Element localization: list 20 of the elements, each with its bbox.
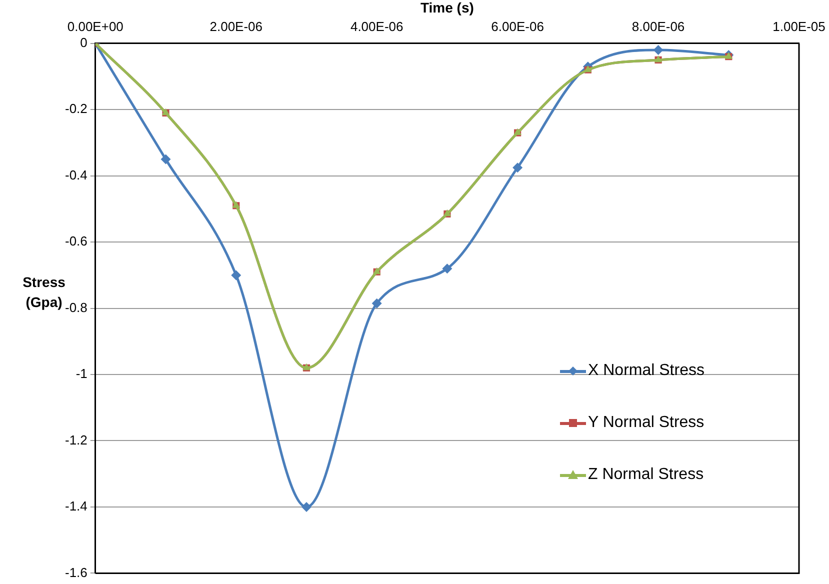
- y-axis-title: Stress (Gpa): [22, 274, 66, 310]
- y-tick-label: -1.2: [64, 432, 88, 448]
- x-tick-label: 0.00E+00: [67, 19, 124, 34]
- y-tick-label: 0: [80, 34, 88, 50]
- x-tick-label: 1.00E-05: [772, 19, 826, 34]
- y-tick-label: -1: [76, 366, 88, 382]
- legend-label: Z Normal Stress: [588, 466, 704, 484]
- x-tick-label: 8.00E-06: [632, 19, 685, 34]
- y-tick-label: -1.4: [64, 498, 88, 514]
- legend-label: X Normal Stress: [588, 362, 704, 380]
- y-tick-label: -1.6: [64, 564, 88, 580]
- y-tick-label: -0.4: [64, 167, 88, 182]
- x-axis-title: Time (s): [420, 0, 474, 16]
- y-tick-label: -0.8: [64, 300, 88, 315]
- x-tick-label: 2.00E-06: [210, 19, 263, 34]
- x-tick-label: 6.00E-06: [491, 19, 544, 34]
- y-tick-label: -0.6: [64, 234, 88, 249]
- legend-label: Y Normal Stress: [588, 414, 704, 432]
- x-tick-label: 4.00E-06: [350, 19, 404, 34]
- y-tick-label: -0.2: [64, 101, 88, 116]
